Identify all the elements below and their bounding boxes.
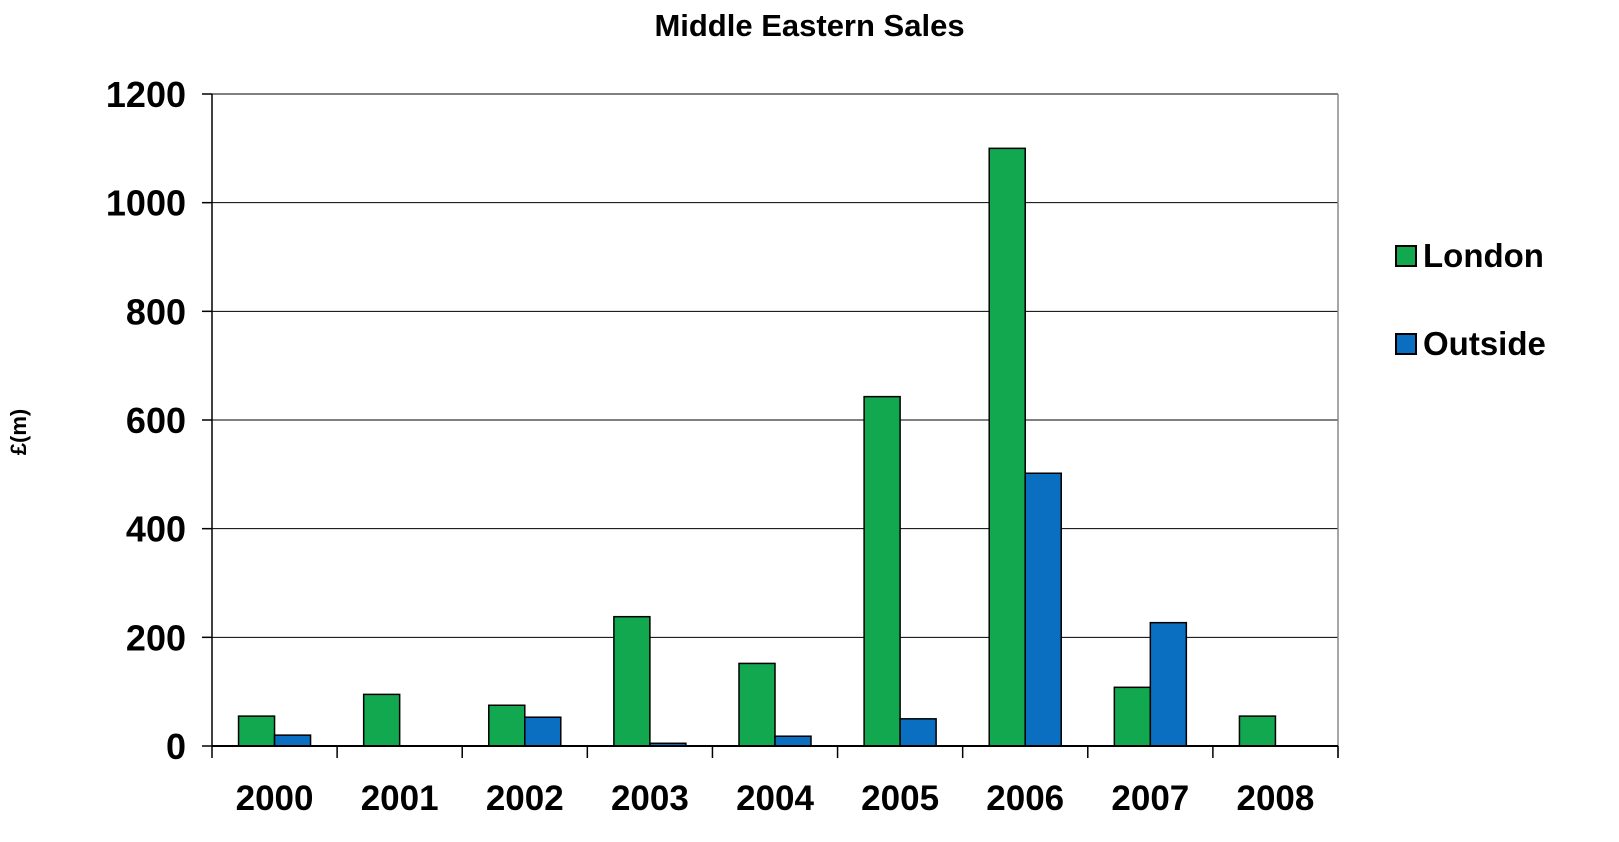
x-tick-label-2001: 2001 bbox=[361, 779, 439, 818]
legend-label-outside: Outside bbox=[1423, 325, 1546, 362]
bar-london-2000 bbox=[237, 715, 276, 747]
bar-london-2004 bbox=[738, 662, 776, 747]
bar-outside-2007 bbox=[1149, 621, 1188, 747]
x-tick-label-2008: 2008 bbox=[1237, 779, 1315, 818]
legend-label-london: London bbox=[1423, 237, 1544, 274]
y-tick-label-200: 200 bbox=[126, 617, 186, 658]
bar-outside-2005 bbox=[899, 718, 937, 747]
x-tick-label-2000: 2000 bbox=[236, 779, 314, 818]
bar-london-2003 bbox=[613, 615, 651, 747]
bar-outside-2004 bbox=[774, 735, 812, 747]
y-tick-label-400: 400 bbox=[126, 509, 186, 550]
bar-london-2008 bbox=[1238, 715, 1277, 747]
bar-outside-2000 bbox=[273, 734, 312, 747]
bar-london-2006 bbox=[988, 147, 1026, 747]
x-tick-label-2007: 2007 bbox=[1111, 779, 1189, 818]
bar-outside-2006 bbox=[1024, 472, 1062, 747]
bar-london-2005 bbox=[863, 395, 901, 747]
legend-item-outside: Outside bbox=[1395, 324, 1546, 364]
x-tick-label-2004: 2004 bbox=[736, 779, 814, 818]
legend-swatch-london bbox=[1395, 245, 1417, 267]
legend-item-london: London bbox=[1395, 236, 1546, 276]
y-tick-label-800: 800 bbox=[126, 291, 186, 332]
x-tick-label-2006: 2006 bbox=[986, 779, 1064, 818]
legend: London Outside bbox=[1395, 236, 1546, 412]
x-tick-label-2003: 2003 bbox=[611, 779, 689, 818]
bar-london-2002 bbox=[488, 704, 526, 747]
chart-title: Middle Eastern Sales bbox=[654, 8, 965, 43]
y-tick-label-1000: 1000 bbox=[106, 183, 186, 224]
x-tick-label-2002: 2002 bbox=[486, 779, 564, 818]
bar-london-2007 bbox=[1113, 686, 1152, 747]
y-tick-label-1200: 1200 bbox=[106, 74, 186, 115]
bar-london-2001 bbox=[362, 693, 401, 747]
legend-swatch-outside bbox=[1395, 333, 1417, 355]
y-tick-label-600: 600 bbox=[126, 400, 186, 441]
bar-outside-2002 bbox=[524, 716, 562, 747]
y-tick-label-0: 0 bbox=[166, 726, 186, 767]
x-tick-label-2005: 2005 bbox=[861, 779, 939, 818]
